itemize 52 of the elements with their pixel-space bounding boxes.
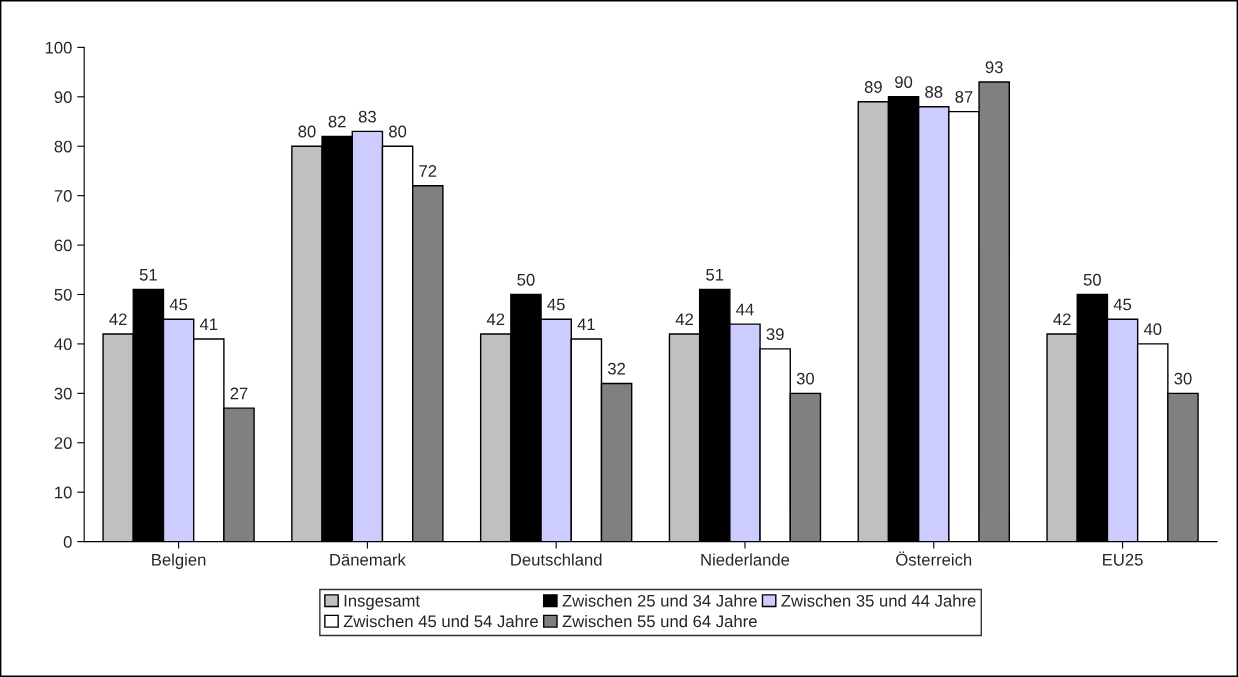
- y-tick-label: 70: [54, 190, 72, 202]
- legend-label: Zwischen 25 und 34 Jahre: [562, 594, 757, 607]
- legend-label: Zwischen 55 und 64 Jahre: [562, 615, 757, 628]
- data-label: 45: [547, 298, 565, 311]
- x-tick-label: Österreich: [896, 551, 972, 566]
- data-label: 42: [675, 313, 693, 326]
- data-label: 72: [419, 165, 437, 177]
- data-label: 80: [389, 125, 407, 138]
- data-label: 82: [328, 115, 346, 128]
- data-label: 51: [706, 269, 724, 281]
- data-label: 45: [169, 298, 188, 311]
- y-tick-label: 60: [54, 239, 72, 252]
- data-label: 87: [955, 90, 973, 103]
- data-label: 83: [358, 110, 376, 123]
- data-label: 42: [486, 313, 505, 326]
- data-label: 42: [109, 313, 127, 326]
- data-label: 30: [796, 372, 814, 385]
- data-label: 88: [925, 86, 943, 98]
- data-label: 93: [985, 61, 1003, 74]
- data-label: 39: [766, 328, 784, 341]
- legend-label: Zwischen 45 und 54 Jahre: [343, 615, 538, 628]
- data-label: 30: [1174, 372, 1192, 385]
- y-tick-label: 10: [55, 486, 72, 499]
- x-tick-label: EU25: [1103, 553, 1143, 566]
- data-label: 51: [139, 269, 157, 281]
- y-tick-label: 40: [54, 338, 72, 351]
- data-label: 44: [736, 303, 754, 316]
- data-label: 50: [517, 273, 535, 286]
- data-label: 42: [1053, 313, 1071, 326]
- y-tick-label: 20: [54, 437, 72, 449]
- data-label: 40: [1143, 323, 1162, 336]
- y-tick-label: 0: [63, 536, 72, 548]
- legend-label: Insgesamt: [344, 595, 420, 611]
- legend-label: Zwischen 35 und 44 Jahre: [781, 594, 976, 607]
- data-label: 41: [577, 318, 595, 330]
- data-label: 80: [298, 125, 316, 138]
- data-label: 50: [1083, 273, 1101, 286]
- data-label: 41: [199, 318, 218, 330]
- y-tick-label: 30: [54, 387, 72, 400]
- data-label: 45: [1113, 298, 1132, 311]
- x-tick-label: Deutschland: [511, 553, 602, 566]
- x-tick-label: Dänemark: [330, 553, 406, 566]
- x-tick-label: Niederlande: [701, 553, 790, 566]
- y-tick-label: 90: [54, 91, 72, 104]
- x-tick-label: Belgien: [152, 553, 206, 569]
- data-label: 27: [230, 387, 248, 400]
- data-label: 90: [895, 76, 913, 88]
- data-label: 89: [864, 81, 882, 93]
- y-tick-label: 50: [54, 288, 72, 301]
- y-tick-label: 100: [45, 41, 72, 54]
- data-label: 32: [607, 362, 626, 375]
- y-tick-label: 80: [54, 140, 72, 153]
